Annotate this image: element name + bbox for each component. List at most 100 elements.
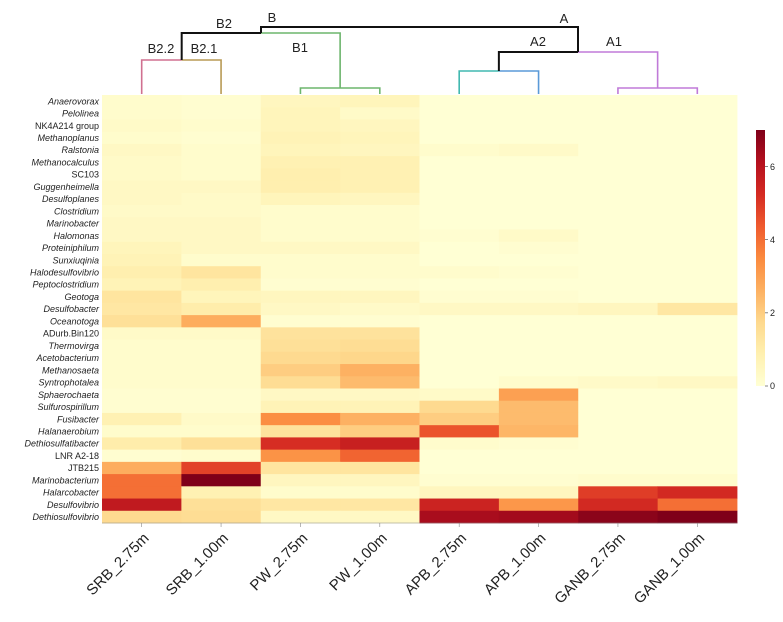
dendrogram-link — [617, 87, 699, 94]
heatmap-cell — [498, 339, 579, 353]
heatmap-cell — [181, 241, 262, 255]
heatmap-cell — [419, 156, 500, 169]
row-label: Peptoclostridium — [32, 280, 99, 290]
heatmap-cell — [260, 510, 341, 524]
row-label: JTB215 — [68, 463, 99, 473]
heatmap-cell — [419, 351, 500, 365]
dendrogram-label: A — [560, 11, 569, 26]
heatmap-cell — [657, 327, 738, 340]
heatmap-cell — [498, 302, 579, 316]
heatmap-cell — [260, 449, 341, 463]
row-label: Syntrophotalea — [38, 378, 99, 388]
heatmap-cell — [419, 131, 500, 145]
row-label: Geotoga — [64, 292, 99, 302]
heatmap-cell — [340, 192, 420, 206]
heatmap-cell — [260, 119, 341, 133]
heatmap-cell — [419, 192, 500, 206]
heatmap-cell — [181, 302, 262, 316]
heatmap-cell — [498, 131, 579, 145]
heatmap-cell — [260, 461, 341, 475]
heatmap-cell — [181, 327, 262, 340]
row-label: ADurb.Bin120 — [43, 329, 99, 339]
heatmap-cell — [102, 327, 182, 340]
heatmap-cell — [340, 339, 420, 353]
heatmap-cell — [340, 156, 420, 169]
heatmap-cell — [657, 119, 738, 133]
heatmap-cell — [102, 486, 182, 499]
heatmap-cell — [181, 266, 262, 279]
heatmap-cell — [498, 143, 579, 157]
row-label: Halomonas — [53, 231, 99, 241]
heatmap-cell — [260, 498, 341, 512]
heatmap-cell — [340, 388, 420, 402]
heatmap-cell — [102, 351, 182, 365]
row-label: Dethiosulfovibrio — [32, 512, 99, 522]
row-label: Methanosaeta — [42, 365, 99, 375]
dendrogram-link — [260, 26, 579, 52]
heatmap-cell — [578, 266, 659, 279]
heatmap-cell — [498, 180, 579, 194]
row-label: Marinobacter — [46, 219, 100, 229]
heatmap-cell — [498, 388, 579, 402]
heatmap-cell — [657, 131, 738, 145]
heatmap-cell — [657, 107, 738, 120]
heatmap-cell — [102, 376, 182, 389]
heatmap-cell — [260, 351, 341, 365]
heatmap-cell — [419, 461, 500, 475]
row-label: Sphaerochaeta — [38, 390, 99, 400]
row-label: Oceanotoga — [50, 316, 99, 326]
heatmap-cell — [498, 205, 579, 218]
heatmap-cell — [419, 327, 500, 340]
heatmap-cell — [102, 339, 182, 353]
heatmap-cell — [181, 510, 262, 524]
heatmap-cell — [498, 510, 579, 524]
heatmap-cell — [181, 449, 262, 463]
heatmap-cell — [657, 376, 738, 389]
heatmap-cell — [578, 425, 659, 438]
heatmap-cell — [102, 449, 182, 463]
heatmap-cell — [498, 217, 579, 230]
row-label: Sulfurospirillum — [37, 402, 99, 412]
heatmap-cell — [181, 425, 262, 438]
heatmap-cell — [102, 474, 182, 487]
heatmap-cell — [260, 131, 341, 145]
heatmap-cell — [578, 205, 659, 218]
heatmap-cell — [419, 229, 500, 243]
row-label: Acetobacterium — [35, 353, 99, 363]
heatmap-cell — [578, 474, 659, 487]
heatmap-cell — [419, 474, 500, 487]
heatmap-cell — [181, 131, 262, 145]
heatmap-cell — [578, 461, 659, 475]
heatmap-cell — [181, 143, 262, 157]
heatmap-cell — [260, 107, 341, 120]
heatmap-cell — [181, 364, 262, 377]
heatmap-cell — [260, 95, 341, 108]
row-label: Thermovirga — [48, 341, 99, 351]
heatmap-cell — [102, 229, 182, 243]
heatmap-cell — [181, 95, 262, 108]
heatmap-cell — [498, 376, 579, 389]
heatmap-cell — [498, 400, 579, 414]
heatmap-cell — [102, 241, 182, 255]
heatmap-cell — [260, 302, 341, 316]
heatmap-cell — [340, 290, 420, 304]
row-label: Pelolinea — [62, 109, 99, 119]
dendrogram-label: A2 — [530, 34, 546, 49]
heatmap-cell — [578, 156, 659, 169]
heatmap-cell — [578, 351, 659, 365]
heatmap-cell — [340, 498, 420, 512]
heatmap-cell — [419, 290, 500, 304]
heatmap-cell — [181, 107, 262, 120]
heatmap-cell — [419, 241, 500, 255]
heatmap-cell — [419, 449, 500, 463]
heatmap-cell — [498, 229, 579, 243]
heatmap-cell — [498, 437, 579, 451]
heatmap-cell — [657, 180, 738, 194]
heatmap-cell — [419, 510, 500, 524]
heatmap-cell — [260, 364, 341, 377]
dendrogram-label: B1 — [292, 40, 308, 55]
heatmap-cell — [102, 156, 182, 169]
heatmap-cell — [260, 168, 341, 181]
heatmap-cell — [102, 498, 182, 512]
heatmap-cell — [102, 95, 182, 108]
